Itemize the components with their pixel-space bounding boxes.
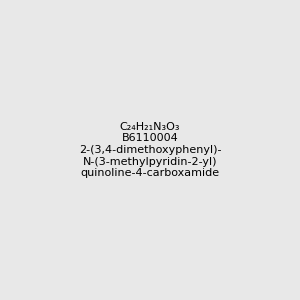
Text: C₂₄H₂₁N₃O₃
B6110004
2-(3,4-dimethoxyphenyl)-
N-(3-methylpyridin-2-yl)
quinoline-: C₂₄H₂₁N₃O₃ B6110004 2-(3,4-dimethoxyphen… — [79, 122, 221, 178]
